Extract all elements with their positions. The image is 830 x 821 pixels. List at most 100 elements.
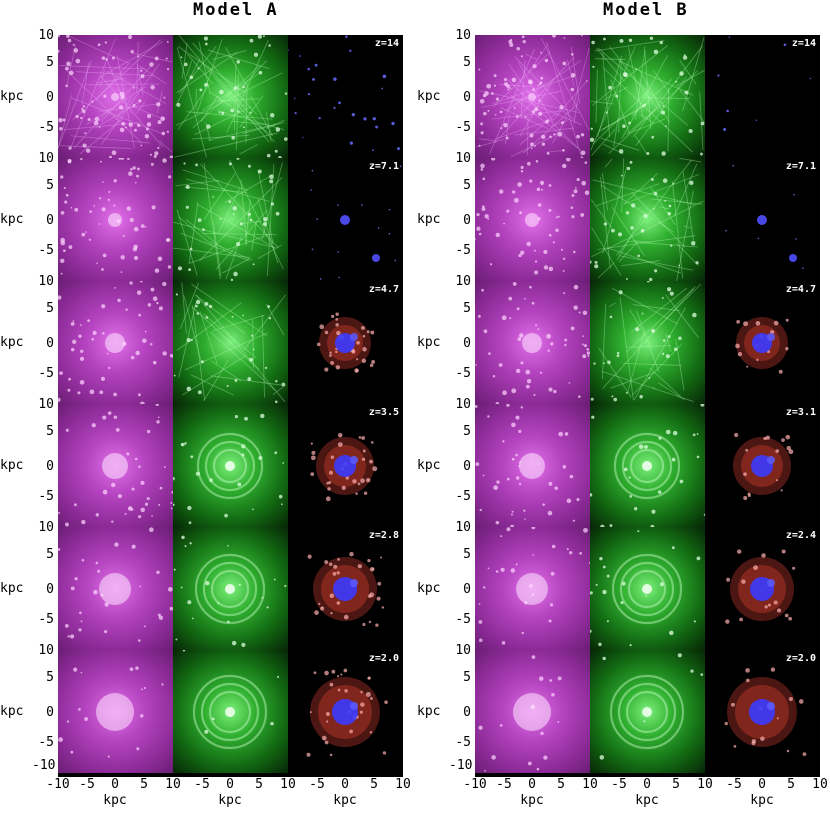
y-axis-label: kpc: [417, 458, 441, 473]
y-axis-label: kpc: [417, 89, 441, 104]
particle-texture: [58, 527, 173, 642]
particle-texture: [58, 281, 173, 404]
x-tick-label: 0: [528, 777, 536, 792]
model-a-row-6: z=2.0: [58, 650, 403, 773]
y-tick-label: 5: [46, 301, 54, 316]
redshift-label: z=4.7: [368, 284, 399, 295]
stars-panel: z=3.5: [288, 404, 403, 527]
particle-texture: [475, 404, 580, 527]
x-tick-label: -5: [496, 777, 512, 792]
particle-texture: [717, 36, 812, 131]
particle-texture: [590, 404, 705, 527]
x-tick-label: 5: [557, 777, 565, 792]
stars-panel: z=14: [288, 35, 403, 158]
x-tick-label: 5: [140, 777, 148, 792]
redshift-label: z=14: [374, 38, 399, 49]
x-tick-label: -5: [194, 777, 210, 792]
y-axis-label: kpc: [0, 335, 24, 350]
stars-panel: z=2.4: [705, 527, 820, 650]
model-b-row-4: z=3.1: [475, 404, 820, 527]
y-tick-label: -5: [455, 243, 471, 258]
stars-panel: z=2.0: [705, 650, 820, 773]
y-tick-label: -5: [455, 735, 471, 750]
x-tick-label: 10: [280, 777, 296, 792]
gas-panel: [590, 281, 705, 404]
particle-texture: [173, 413, 285, 525]
dark-matter-panel: [58, 35, 173, 158]
y-tick-label: 0: [46, 213, 54, 228]
particle-texture: [182, 650, 280, 750]
y-tick-label: 5: [46, 55, 54, 70]
model-a-row-3: z=4.7: [58, 281, 403, 404]
particle-texture: [733, 432, 794, 501]
y-tick-label: 0: [463, 705, 471, 720]
x-tick-label: 0: [758, 777, 766, 792]
model-a-row-2: z=7.1: [58, 158, 403, 281]
y-tick-label: 5: [46, 178, 54, 193]
gas-panel: [173, 158, 288, 281]
y-axis-label: kpc: [417, 212, 441, 227]
particle-texture: [60, 158, 172, 275]
redshift-label: z=14: [791, 38, 816, 49]
y-axis-label: kpc: [417, 704, 441, 719]
y-tick-label: 0: [463, 459, 471, 474]
y-tick-label: -5: [38, 366, 54, 381]
y-tick-label: 5: [463, 178, 471, 193]
y-tick-label: 0: [463, 336, 471, 351]
stars-panel: z=4.7: [288, 281, 403, 404]
y-tick-label: 5: [463, 547, 471, 562]
model-b-row-2: z=7.1: [475, 158, 820, 281]
particle-texture: [310, 432, 378, 502]
x-tick-label: 5: [370, 777, 378, 792]
stars-panel: z=3.1: [705, 404, 820, 527]
y-tick-label: 10: [38, 274, 54, 289]
particle-texture: [590, 530, 701, 647]
y-tick-label: -10: [32, 758, 56, 773]
y-tick-label: 0: [463, 213, 471, 228]
y-tick-label: 0: [46, 582, 54, 597]
y-tick-label: 5: [46, 424, 54, 439]
y-tick-label: 10: [455, 151, 471, 166]
y-axis-label: kpc: [0, 458, 24, 473]
particle-texture: [590, 158, 704, 281]
y-tick-label: -5: [38, 489, 54, 504]
particle-texture: [724, 667, 807, 757]
particle-texture: [58, 404, 173, 527]
dark-matter-panel: [475, 404, 590, 527]
redshift-label: z=7.1: [785, 161, 816, 172]
model-b-row-1: z=14: [475, 35, 820, 158]
dark-matter-panel: [58, 650, 173, 773]
y-tick-label: -5: [38, 120, 54, 135]
redshift-label: z=3.5: [368, 407, 399, 418]
stars-panel: z=14: [705, 35, 820, 158]
x-tick-label: 0: [341, 777, 349, 792]
model-b-row-5: z=2.4: [475, 527, 820, 650]
particle-texture: [58, 35, 173, 158]
y-tick-label: -5: [38, 243, 54, 258]
particle-texture: [58, 666, 164, 758]
x-tick-label: -5: [726, 777, 742, 792]
particle-texture: [288, 35, 400, 152]
y-axis-label: kpc: [0, 704, 24, 719]
particle-texture: [173, 282, 287, 404]
y-tick-label: 0: [463, 90, 471, 105]
x-tick-label: 10: [395, 777, 411, 792]
x-tick-label: -5: [79, 777, 95, 792]
gas-panel: [590, 650, 705, 773]
x-tick-label: -5: [611, 777, 627, 792]
model-b-panel-grid: z=14 z=7.1 z=4.7 z=3.1 z=2.4 z=2.0: [475, 35, 820, 777]
x-tick-label: 5: [672, 777, 680, 792]
x-tick-label: -10: [463, 777, 487, 792]
x-tick-label: 5: [255, 777, 263, 792]
gas-panel: [173, 650, 288, 773]
x-axis-label: kpc: [218, 793, 242, 808]
dark-matter-panel: [475, 35, 590, 158]
y-axis-label: kpc: [0, 212, 24, 227]
dark-matter-panel: [58, 527, 173, 650]
x-tick-label: -10: [46, 777, 70, 792]
particle-texture: [599, 653, 704, 760]
y-tick-label: -10: [449, 758, 473, 773]
dark-matter-panel: [475, 281, 590, 404]
y-tick-label: 10: [38, 151, 54, 166]
x-axis-label: kpc: [635, 793, 659, 808]
